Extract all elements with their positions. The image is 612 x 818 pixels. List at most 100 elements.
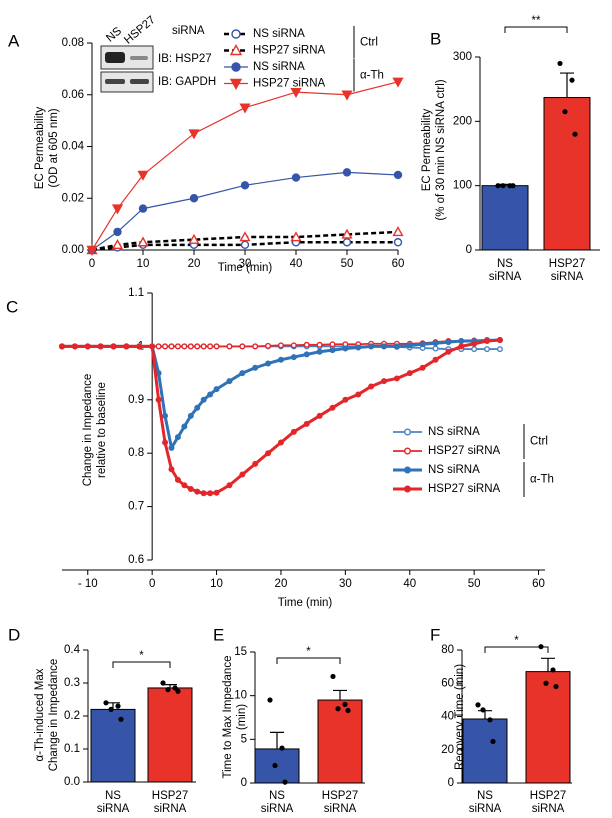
marker bbox=[71, 343, 78, 350]
marker bbox=[265, 342, 272, 349]
y-tick-label: 300 bbox=[453, 51, 472, 63]
marker bbox=[277, 342, 284, 349]
marker bbox=[342, 345, 349, 352]
marker bbox=[316, 341, 323, 348]
x-tick-label: HSP27 siRNA bbox=[151, 790, 189, 815]
marker bbox=[137, 170, 149, 181]
data-point bbox=[282, 779, 288, 785]
legend-label: HSP27 siRNA bbox=[253, 45, 326, 57]
panel-label: D bbox=[8, 625, 20, 644]
marker bbox=[213, 386, 220, 393]
series-line bbox=[91, 81, 399, 251]
data-point bbox=[279, 745, 285, 751]
marker bbox=[419, 364, 426, 371]
y-tick-label: 0.9 bbox=[128, 394, 144, 406]
legend-marker bbox=[404, 447, 412, 455]
panel-label: A bbox=[8, 31, 20, 50]
marker bbox=[207, 391, 214, 398]
bar bbox=[525, 671, 571, 784]
marker bbox=[368, 343, 375, 350]
x-tick-label: 10 bbox=[137, 258, 150, 270]
marker bbox=[194, 404, 201, 411]
y-tick-label: 40 bbox=[441, 711, 454, 723]
marker bbox=[174, 434, 181, 441]
x-tick-label: 40 bbox=[403, 578, 416, 590]
y-tick-label: 20 bbox=[441, 744, 454, 756]
marker bbox=[239, 370, 246, 377]
data-point bbox=[272, 762, 278, 769]
y-axis-label: relative to baseline bbox=[96, 382, 108, 478]
lane-label: NS bbox=[104, 25, 124, 45]
legend-marker bbox=[229, 78, 243, 90]
data-point bbox=[495, 183, 501, 189]
y-axis-label: (min) bbox=[236, 704, 248, 730]
y-tick-label: 0.3 bbox=[64, 677, 80, 689]
marker bbox=[316, 412, 323, 419]
legend-marker bbox=[231, 29, 241, 39]
bar bbox=[481, 185, 529, 251]
marker bbox=[187, 343, 194, 350]
marker bbox=[113, 227, 122, 237]
marker bbox=[445, 348, 452, 355]
marker bbox=[471, 346, 478, 353]
data-point bbox=[160, 680, 166, 686]
marker bbox=[200, 396, 207, 403]
data-point bbox=[342, 701, 348, 708]
x-tick-label: 20 bbox=[275, 578, 288, 590]
legend-marker bbox=[404, 428, 412, 436]
marker bbox=[393, 375, 400, 382]
data-point bbox=[345, 707, 351, 714]
marker bbox=[342, 238, 352, 247]
data-point bbox=[553, 683, 559, 690]
marker bbox=[432, 356, 439, 363]
significance-bracket bbox=[484, 646, 549, 653]
legend-label: NS siRNA bbox=[253, 61, 305, 73]
marker bbox=[341, 228, 353, 239]
marker bbox=[277, 439, 284, 446]
marker bbox=[471, 340, 478, 347]
marker bbox=[187, 485, 194, 492]
marker bbox=[240, 240, 250, 250]
marker bbox=[200, 343, 207, 350]
y-axis-label: Time to Max Impedance bbox=[222, 656, 234, 779]
marker bbox=[168, 466, 175, 473]
bar bbox=[90, 708, 136, 783]
marker bbox=[239, 343, 246, 350]
legend-label: HSP27 siRNA bbox=[428, 483, 501, 495]
marker bbox=[155, 343, 162, 350]
significance-bracket bbox=[276, 657, 341, 664]
marker bbox=[381, 378, 388, 385]
y-tick-label: 0 bbox=[466, 244, 472, 256]
x-tick-label: 10 bbox=[210, 578, 223, 590]
marker bbox=[445, 339, 452, 346]
marker bbox=[189, 194, 199, 203]
marker bbox=[239, 471, 246, 478]
marker bbox=[290, 231, 302, 242]
marker bbox=[329, 347, 336, 354]
y-tick-label: 0.06 bbox=[62, 89, 84, 101]
marker bbox=[207, 490, 214, 497]
y-tick-label: 10 bbox=[234, 690, 247, 702]
marker bbox=[406, 370, 413, 377]
legend-group-label: Ctrl bbox=[530, 436, 548, 448]
x-tick-label: NS siRNA bbox=[468, 790, 502, 815]
marker bbox=[111, 239, 124, 250]
marker bbox=[97, 343, 104, 350]
data-point bbox=[562, 109, 568, 115]
marker bbox=[174, 343, 181, 350]
y-axis-label: EC Permeability bbox=[421, 109, 433, 192]
marker bbox=[138, 204, 148, 213]
panel-label: E bbox=[213, 625, 224, 644]
error-bar bbox=[541, 657, 555, 672]
significance-label: ** bbox=[532, 15, 541, 27]
y-tick-label: 0 bbox=[448, 777, 454, 789]
legend-marker bbox=[229, 44, 243, 56]
error-bar bbox=[163, 684, 177, 688]
marker bbox=[239, 103, 251, 114]
marker bbox=[265, 360, 272, 367]
marker bbox=[188, 233, 200, 244]
marker bbox=[162, 343, 169, 350]
data-point bbox=[175, 688, 181, 694]
data-point bbox=[475, 702, 481, 708]
data-point bbox=[572, 131, 578, 137]
